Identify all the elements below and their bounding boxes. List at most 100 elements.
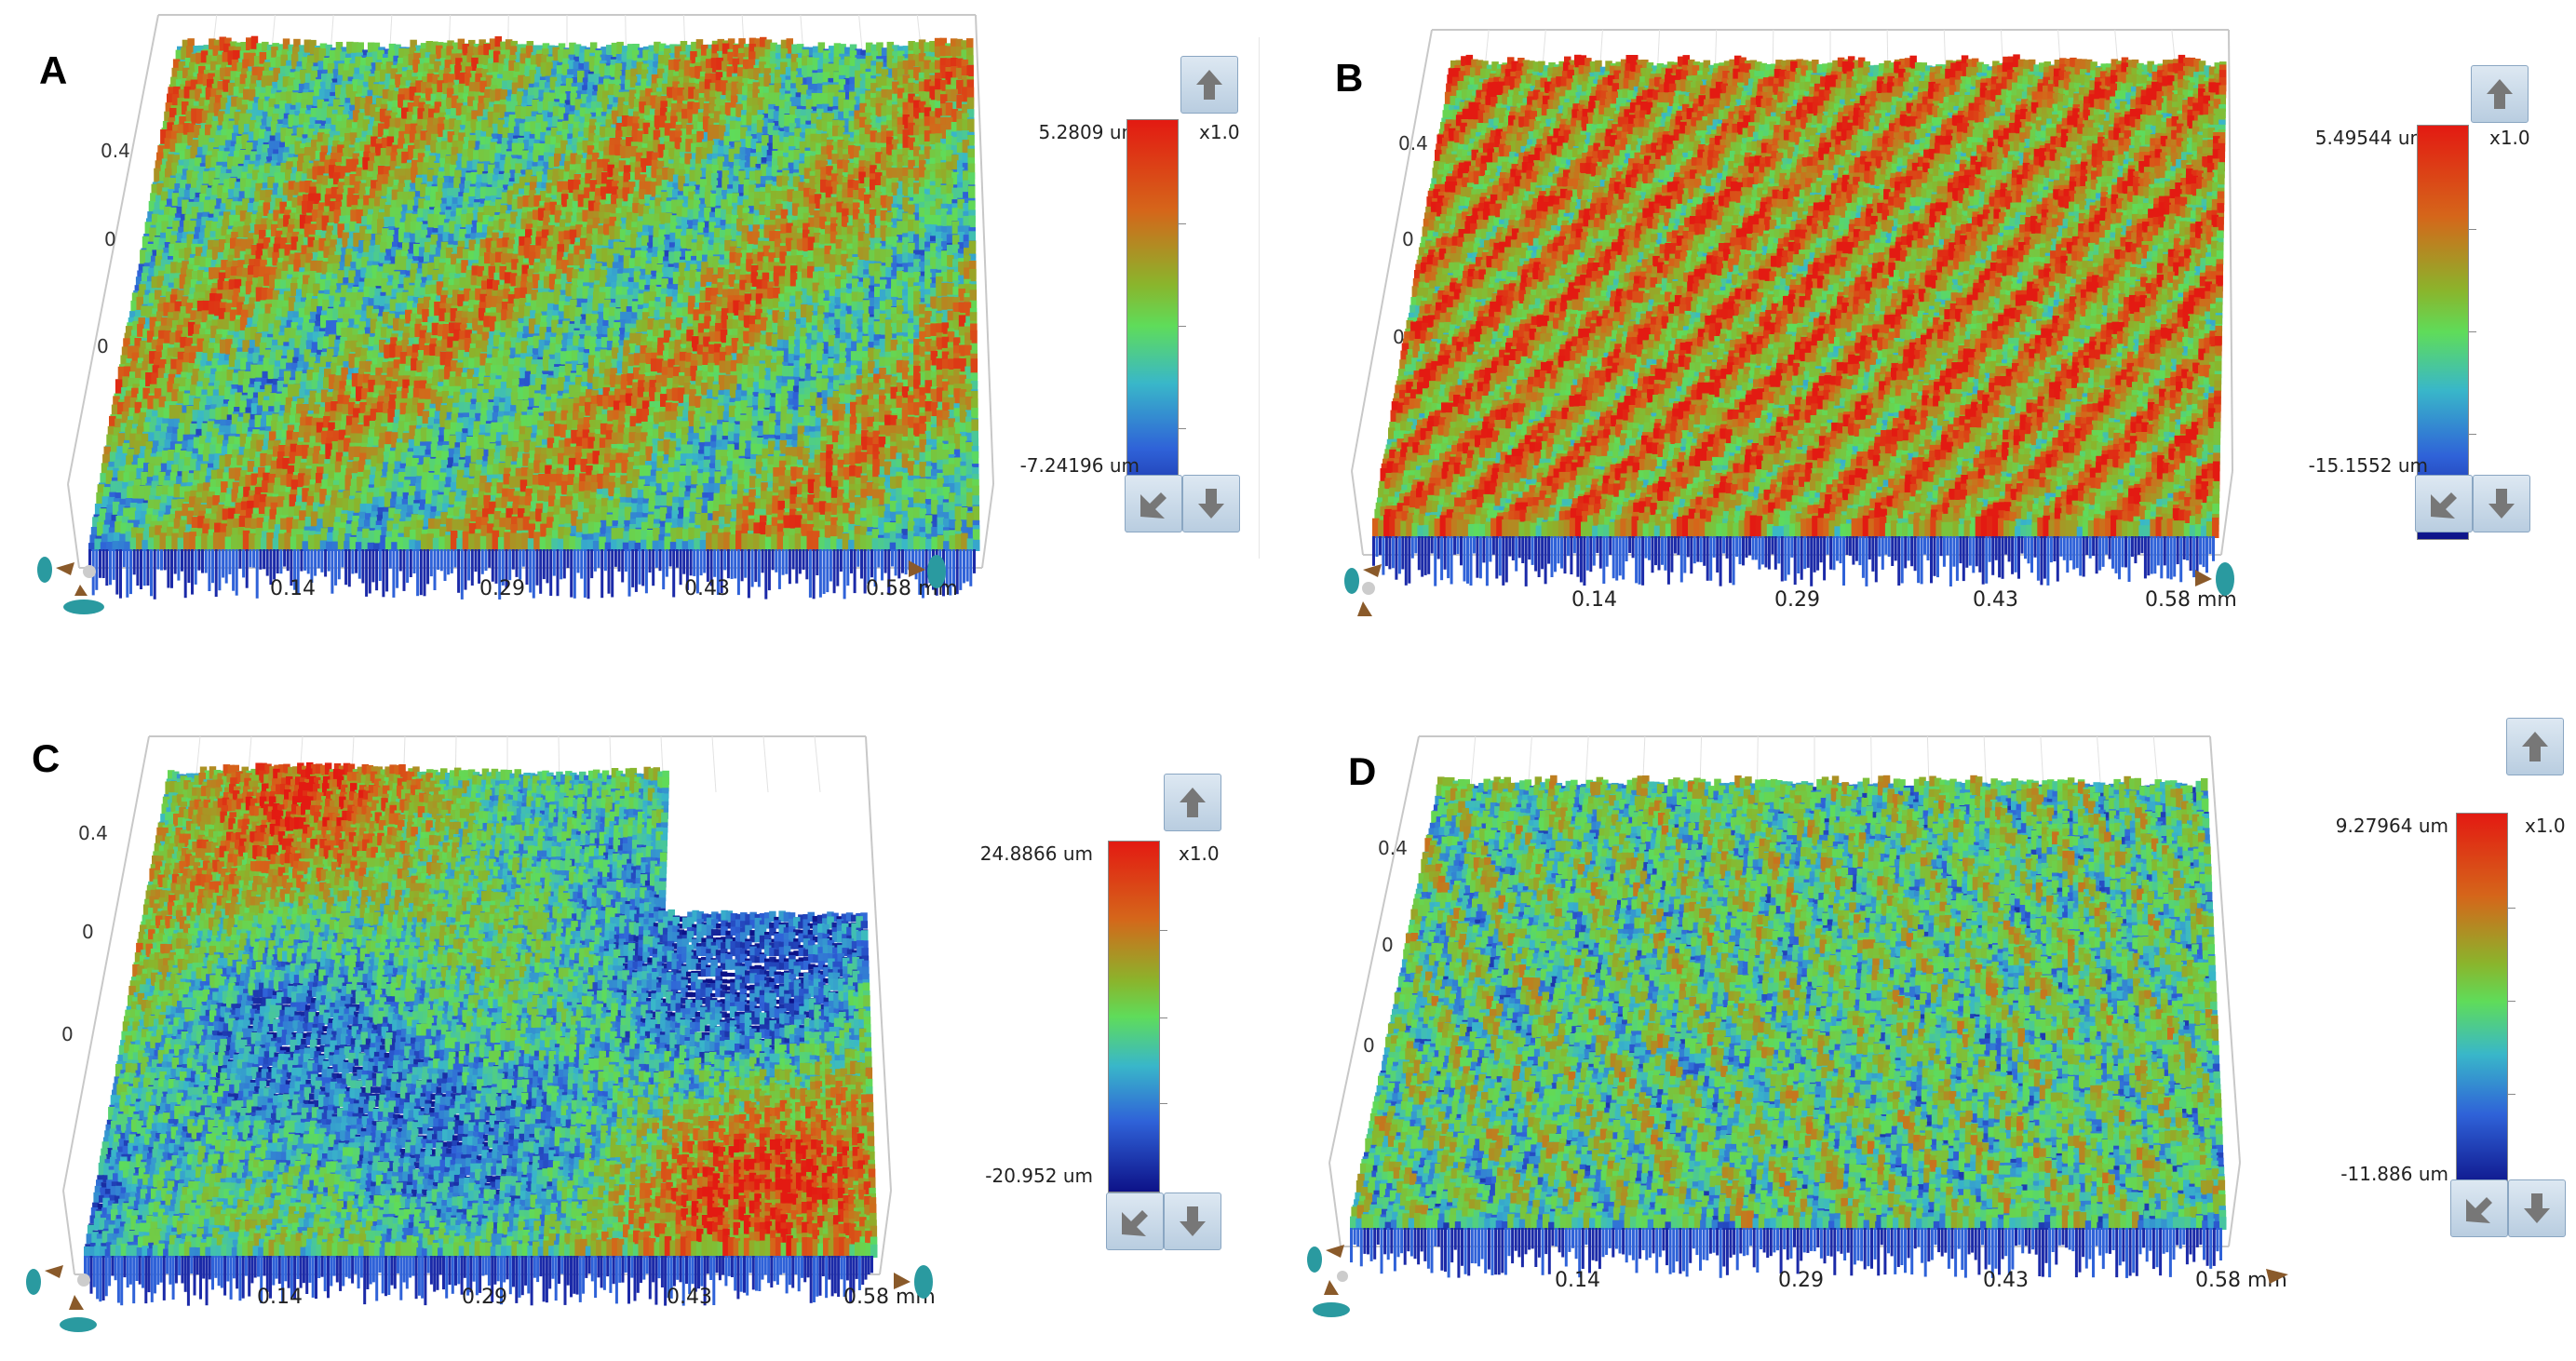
- panel-divider: [1259, 37, 1260, 559]
- bar-tick: [1179, 223, 1186, 224]
- color-scale-bar: [1126, 119, 1179, 532]
- color-legend: 24.8866 um x1.0 -20.952 um: [931, 774, 1248, 1258]
- arrow-down-icon: [1198, 489, 1224, 519]
- height-map-surface: [84, 761, 878, 1306]
- color-legend: 5.2809 um x1.0 -7.24196 um: [959, 56, 1275, 540]
- max-height-label: 5.49544 um: [2315, 127, 2428, 149]
- y-tick-label: 0: [1382, 934, 1394, 956]
- arrow-up-icon: [1196, 70, 1222, 100]
- reset-button[interactable]: [2450, 1179, 2508, 1237]
- bar-tick: [1179, 326, 1186, 327]
- panel-letter: C: [32, 736, 60, 781]
- x-tick-label: 0.43: [1983, 1269, 2029, 1292]
- arrow-up-icon: [1180, 788, 1206, 817]
- arrow-up-icon: [2487, 79, 2513, 109]
- reset-button[interactable]: [1125, 475, 1182, 532]
- scale-up-button[interactable]: [1164, 774, 1221, 831]
- color-scale-bar: [2456, 813, 2508, 1191]
- height-map-surface: [88, 35, 980, 600]
- scale-up-button[interactable]: [2471, 65, 2529, 123]
- arrow-down-icon: [2524, 1193, 2550, 1223]
- rotate-gizmo-icon[interactable]: [2192, 555, 2247, 611]
- panel-a: A 0.4 0 0 0.14 0.29 0.43 0.58 mm 5.2809 …: [0, 0, 1288, 680]
- y-tick-label: 0: [1363, 1034, 1375, 1057]
- reset-button[interactable]: [1106, 1193, 1164, 1250]
- reset-arrow-icon: [2431, 492, 2457, 519]
- scale-down-button[interactable]: [1182, 475, 1240, 532]
- y-tick-label: 0: [1393, 326, 1405, 348]
- x-tick-label: 0.14: [257, 1286, 303, 1309]
- y-tick-label: 0: [104, 228, 116, 250]
- rotate-gizmo-icon[interactable]: [19, 1258, 102, 1341]
- bar-tick: [1160, 1017, 1167, 1018]
- scale-factor-label: x1.0: [2489, 127, 2530, 149]
- panel-b: B 0.4 0 0 0.14 0.29 0.43 0.58 mm 5.49544…: [1288, 0, 2576, 680]
- x-tick-label: 0.29: [462, 1286, 507, 1309]
- rotate-gizmo-icon[interactable]: [905, 547, 961, 603]
- x-tick-label: 0.14: [270, 577, 316, 600]
- panel-letter: A: [39, 48, 67, 93]
- scale-down-button[interactable]: [2508, 1179, 2566, 1237]
- bar-tick: [1160, 1103, 1167, 1104]
- x-tick-label: 0.43: [667, 1286, 712, 1309]
- reset-arrow-icon: [2466, 1197, 2492, 1223]
- max-height-label: 9.27964 um: [2336, 815, 2448, 837]
- y-tick-label: 0: [1402, 228, 1414, 250]
- arrow-down-icon: [1180, 1206, 1206, 1236]
- min-height-label: -7.24196 um: [1020, 454, 1140, 477]
- scale-factor-label: x1.0: [2525, 815, 2566, 837]
- color-legend: 9.27964 um x1.0 -11.886 um: [2257, 718, 2573, 1239]
- surface-3d-view[interactable]: [1288, 680, 2576, 1361]
- surface-3d-view[interactable]: [1288, 0, 2576, 680]
- height-map-surface: [1372, 54, 2227, 586]
- rotate-gizmo-icon[interactable]: [890, 1258, 946, 1314]
- panel-c: C 0.4 0 0 0.14 0.29 0.43 0.58 mm 24.8866…: [0, 680, 1288, 1361]
- y-tick-label: 0.4: [101, 140, 130, 162]
- rotate-gizmo-icon[interactable]: [1337, 557, 1421, 631]
- reset-arrow-icon: [1122, 1210, 1148, 1236]
- height-map-surface: [1350, 775, 2227, 1278]
- bar-tick: [1179, 428, 1186, 429]
- color-legend: 5.49544 um x1.0 -15.1552 um: [2238, 65, 2555, 549]
- arrow-up-icon: [2522, 732, 2548, 761]
- scale-down-button[interactable]: [2473, 475, 2530, 532]
- scale-factor-label: x1.0: [1179, 842, 1220, 865]
- surface-3d-view[interactable]: [0, 680, 1288, 1361]
- x-tick-label: 0.29: [1778, 1269, 1824, 1292]
- y-tick-label: 0.4: [78, 822, 108, 844]
- rotate-gizmo-icon[interactable]: [2262, 1250, 2309, 1297]
- x-tick-label: 0.29: [1774, 588, 1820, 612]
- y-tick-label: 0: [82, 921, 94, 943]
- arrow-down-icon: [2488, 489, 2515, 519]
- bar-tick: [2508, 908, 2515, 909]
- color-scale-bar: [1108, 841, 1160, 1193]
- reset-arrow-icon: [1140, 492, 1167, 519]
- rotate-gizmo-icon[interactable]: [1300, 1239, 1374, 1323]
- rotate-gizmo-icon[interactable]: [26, 549, 110, 624]
- min-height-label: -11.886 um: [2340, 1163, 2448, 1185]
- panel-letter: B: [1335, 56, 1363, 101]
- surface-3d-view[interactable]: [0, 0, 1288, 680]
- y-tick-label: 0.4: [1378, 837, 1408, 859]
- x-tick-label: 0.14: [1571, 588, 1617, 612]
- reset-button[interactable]: [2415, 475, 2473, 532]
- scale-down-button[interactable]: [1164, 1193, 1221, 1250]
- bar-tick: [2508, 1001, 2515, 1002]
- bar-tick: [2508, 1094, 2515, 1095]
- y-tick-label: 0: [61, 1023, 74, 1045]
- x-tick-label: 0.43: [684, 577, 730, 600]
- x-tick-label: 0.43: [1973, 588, 2018, 612]
- x-tick-label: 0.14: [1555, 1269, 1600, 1292]
- max-height-label: 24.8866 um: [980, 842, 1093, 865]
- scale-up-button[interactable]: [1180, 56, 1238, 114]
- scale-up-button[interactable]: [2506, 718, 2564, 775]
- color-scale-bar: [2417, 125, 2469, 540]
- bar-tick: [2469, 331, 2476, 332]
- panel-d: D 0.4 0 0 0.14 0.29 0.43 0.58 mm 9.27964…: [1288, 680, 2576, 1361]
- bar-tick: [1160, 930, 1167, 931]
- x-tick-label: 0.29: [479, 577, 525, 600]
- min-height-label: -20.952 um: [985, 1165, 1093, 1187]
- max-height-label: 5.2809 um: [1039, 121, 1140, 143]
- y-tick-label: 0.4: [1398, 132, 1428, 155]
- panel-letter: D: [1348, 749, 1376, 794]
